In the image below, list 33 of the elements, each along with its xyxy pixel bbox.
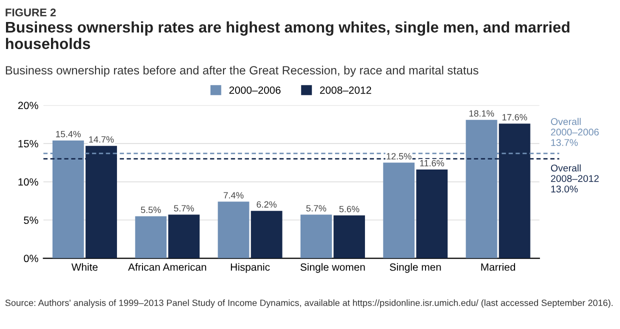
y-tick-label: 5% [24, 216, 38, 224]
legend-label: 2000–2006 [229, 86, 281, 94]
data-label: 5.5% [140, 206, 161, 214]
caption: FIGURE 2 [6, 8, 56, 16]
chart-subtitle: Business ownership rates before and after the Great Recession, by race and marital status [6, 66, 478, 77]
data-label: 11.6% [420, 160, 444, 166]
data-label: 12.5% [386, 153, 412, 160]
data-label: 18.1% [469, 110, 494, 117]
source-note: Source: Authors' analysis of 1999–2013 Panel Study of Income Dynamics, available at https://psidonline.isr.umich.edu/ (last accessed September 2016). [5, 299, 613, 308]
data-label: 15.4% [56, 130, 81, 138]
x-tick-label: White [71, 263, 98, 271]
ref-line-label: Overall 2000–2006 13.7% [550, 118, 599, 146]
x-tick-label: Single men [390, 263, 441, 273]
data-label: 5.7% [306, 205, 326, 212]
x-tick-label: African American [128, 263, 206, 271]
y-tick-label: 15% [18, 140, 38, 148]
data-label: 5.6% [339, 206, 360, 212]
ref-line-label: Overall 2008–2012 13.0% [550, 164, 599, 192]
x-tick-label: Married [481, 263, 516, 271]
y-tick-label: 10% [18, 178, 38, 186]
data-label: 6.2% [256, 201, 277, 208]
x-tick-label: Hispanic [230, 263, 270, 273]
data-label: 14.7% [89, 136, 114, 143]
x-tick-label: Single women [300, 263, 365, 273]
data-label: 7.4% [224, 192, 244, 198]
data-label: 17.6% [502, 114, 528, 120]
chart-title: Business ownership rates are highest among whites, single men, and married households [6, 21, 570, 50]
bar [416, 170, 448, 258]
bar [383, 162, 415, 258]
data-label: 5.7% [174, 205, 194, 212]
legend-label: 2008–2012 [320, 86, 372, 94]
y-tick-label: 20% [18, 102, 38, 110]
y-tick-label: 0% [24, 254, 38, 262]
